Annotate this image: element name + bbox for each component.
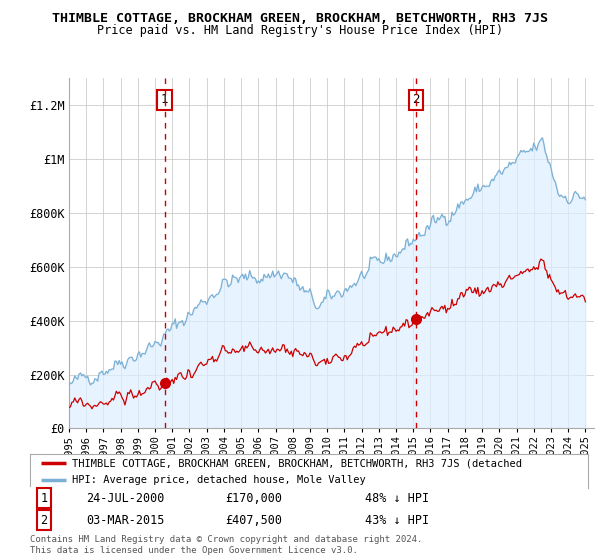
Text: £407,500: £407,500: [226, 514, 282, 527]
Text: 2: 2: [40, 514, 47, 527]
Text: 48% ↓ HPI: 48% ↓ HPI: [365, 492, 429, 505]
Text: 2: 2: [412, 94, 420, 106]
Text: Price paid vs. HM Land Registry's House Price Index (HPI): Price paid vs. HM Land Registry's House …: [97, 24, 503, 36]
Text: THIMBLE COTTAGE, BROCKHAM GREEN, BROCKHAM, BETCHWORTH, RH3 7JS: THIMBLE COTTAGE, BROCKHAM GREEN, BROCKHA…: [52, 12, 548, 25]
Text: 1: 1: [40, 492, 47, 505]
Text: 1: 1: [161, 94, 169, 106]
Text: HPI: Average price, detached house, Mole Valley: HPI: Average price, detached house, Mole…: [72, 475, 365, 484]
Text: THIMBLE COTTAGE, BROCKHAM GREEN, BROCKHAM, BETCHWORTH, RH3 7JS (detached: THIMBLE COTTAGE, BROCKHAM GREEN, BROCKHA…: [72, 458, 522, 468]
Text: £170,000: £170,000: [226, 492, 282, 505]
Text: 24-JUL-2000: 24-JUL-2000: [86, 492, 164, 505]
Text: 43% ↓ HPI: 43% ↓ HPI: [365, 514, 429, 527]
Text: 03-MAR-2015: 03-MAR-2015: [86, 514, 164, 527]
Text: Contains HM Land Registry data © Crown copyright and database right 2024.
This d: Contains HM Land Registry data © Crown c…: [30, 535, 422, 555]
